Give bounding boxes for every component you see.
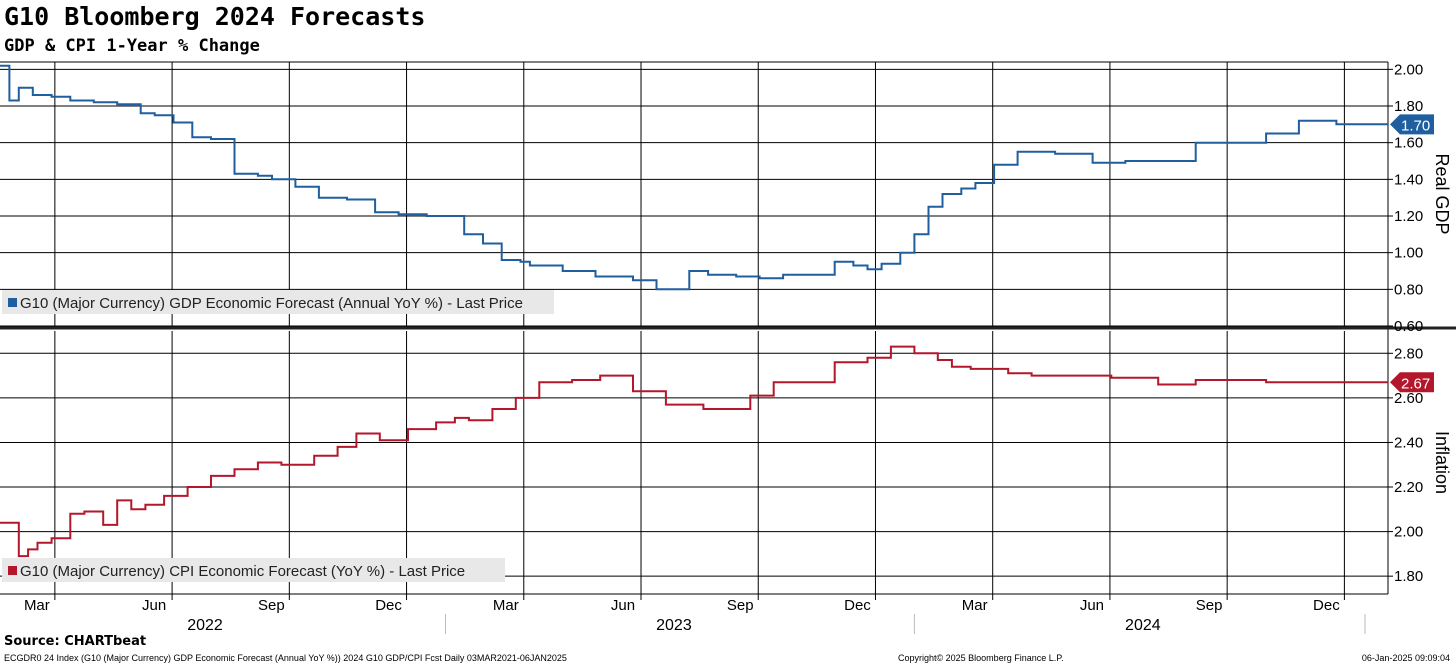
- cpi-legend-swatch: [8, 566, 17, 575]
- gdp-legend-swatch: [8, 298, 17, 307]
- gdp-ytick-label-3: 1.20: [1394, 208, 1423, 225]
- x-month-label-11: Dec: [1313, 597, 1340, 614]
- source-note: Source: CHARTbeat: [4, 634, 147, 649]
- gdp-ytick-label-2: 1.00: [1394, 245, 1423, 262]
- chart-title: G10 Bloomberg 2024 Forecasts: [4, 2, 426, 31]
- x-year-label-1: 2023: [656, 617, 692, 634]
- gdp-axis-label: Real GDP: [1432, 153, 1452, 234]
- gdp-last-value-label: 1.70: [1401, 117, 1430, 134]
- x-month-label-7: Dec: [844, 597, 871, 614]
- cpi-last-value-label: 2.67: [1401, 375, 1430, 392]
- copyright: Copyright© 2025 Bloomberg Finance L.P.: [898, 653, 1064, 663]
- gdp-legend-box: [2, 290, 554, 314]
- x-month-label-5: Jun: [611, 597, 635, 614]
- chart-subtitle: GDP & CPI 1-Year % Change: [4, 36, 260, 56]
- cpi-ytick-label-5: 2.80: [1394, 345, 1423, 362]
- x-month-label-8: Mar: [962, 597, 988, 614]
- cpi-ytick-label-2: 2.20: [1394, 479, 1423, 496]
- x-month-label-4: Mar: [493, 597, 519, 614]
- x-month-label-1: Jun: [142, 597, 166, 614]
- gdp-ytick-label-1: 0.80: [1394, 281, 1423, 298]
- x-year-label-2: 2024: [1125, 617, 1161, 634]
- index-info: ECGDR0 24 Index (G10 (Major Currency) GD…: [4, 653, 567, 663]
- x-month-label-0: Mar: [24, 597, 50, 614]
- cpi-legend-label: G10 (Major Currency) CPI Economic Foreca…: [20, 563, 465, 580]
- cpi-last-value-tag: [1390, 372, 1434, 393]
- cpi-ytick-label-4: 2.60: [1394, 390, 1423, 407]
- gdp-ytick-label-6: 1.80: [1394, 98, 1423, 115]
- cpi-ytick-label-0: 1.80: [1394, 568, 1423, 585]
- x-month-label-3: Dec: [375, 597, 402, 614]
- timestamp: 06-Jan-2025 09:09:04: [1361, 653, 1450, 663]
- x-year-label-0: 2022: [187, 617, 223, 634]
- cpi-ytick-label-1: 2.00: [1394, 524, 1423, 541]
- gdp-ytick-label-5: 1.60: [1394, 135, 1423, 152]
- chart-area: 0.60 0.80 1.00 1.20 1.40 1.60 1.80 2.00 1.70 Real…: [0, 61, 1456, 634]
- cpi-legend-box: [2, 558, 505, 582]
- gdp-legend-label: G10 (Major Currency) GDP Economic Foreca…: [20, 295, 523, 312]
- gdp-ytick-label-4: 1.40: [1394, 171, 1423, 188]
- cpi-ytick-label-3: 2.40: [1394, 434, 1423, 451]
- x-month-label-2: Sep: [258, 597, 285, 614]
- gdp-last-value-tag: [1390, 114, 1434, 135]
- gdp-series-line: [0, 64, 1388, 291]
- cpi-axis-label: Inflation: [1432, 431, 1452, 494]
- x-month-label-10: Sep: [1196, 597, 1223, 614]
- gdp-ytick-label-0: 0.60: [1394, 318, 1423, 335]
- x-month-label-9: Jun: [1080, 597, 1104, 614]
- gdp-ytick-label-7: 2.00: [1394, 61, 1423, 78]
- x-month-label-6: Sep: [727, 597, 754, 614]
- cpi-series-line: [0, 345, 1388, 558]
